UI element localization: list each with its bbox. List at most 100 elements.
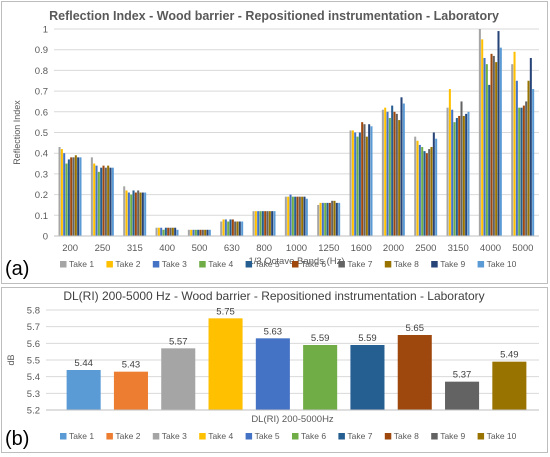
bar bbox=[93, 163, 96, 236]
bar bbox=[495, 62, 498, 237]
bar bbox=[241, 221, 244, 236]
y-tick-label: 0.8 bbox=[35, 66, 48, 77]
legend-swatch bbox=[477, 433, 485, 440]
bar bbox=[134, 192, 137, 236]
bar bbox=[63, 153, 66, 236]
legend-label: Take 9 bbox=[440, 431, 465, 441]
y-tick-label: 0.2 bbox=[35, 190, 48, 201]
legend-swatch bbox=[106, 261, 113, 268]
y-tick-label: 5.5 bbox=[27, 356, 40, 367]
bar bbox=[532, 89, 535, 236]
bar bbox=[176, 229, 179, 236]
bar bbox=[95, 165, 98, 236]
bar bbox=[141, 192, 144, 236]
bar bbox=[511, 64, 514, 236]
legend-swatch bbox=[384, 433, 392, 440]
bar bbox=[271, 211, 274, 236]
data-label: 5.59 bbox=[358, 333, 377, 344]
bar bbox=[167, 227, 170, 236]
bar bbox=[287, 196, 290, 236]
y-tick-label: 0.3 bbox=[35, 169, 48, 180]
bar bbox=[174, 227, 177, 236]
bar bbox=[259, 211, 262, 236]
bar bbox=[303, 345, 338, 410]
bar bbox=[77, 157, 80, 236]
bar bbox=[421, 146, 424, 236]
bar bbox=[432, 132, 435, 236]
bar bbox=[294, 196, 297, 236]
legend-label: Take 5 bbox=[255, 259, 280, 269]
bar bbox=[137, 190, 140, 236]
x-tick-label: 2500 bbox=[415, 243, 436, 254]
bar bbox=[370, 126, 373, 236]
legend-swatch bbox=[106, 433, 113, 440]
panel-label: (a) bbox=[5, 258, 29, 280]
bar bbox=[234, 221, 237, 236]
bar bbox=[169, 227, 172, 236]
bar bbox=[527, 80, 530, 236]
x-tick-label: 1250 bbox=[318, 243, 339, 254]
legend-label: Take 7 bbox=[347, 431, 372, 441]
panel-label: (b) bbox=[5, 428, 29, 450]
bar bbox=[397, 335, 432, 410]
bar bbox=[455, 118, 458, 236]
y-tick-label: 0.9 bbox=[35, 45, 48, 56]
legend-label: Take 2 bbox=[115, 431, 140, 441]
x-tick-label: 5000 bbox=[512, 243, 533, 254]
bar bbox=[161, 348, 196, 410]
bar bbox=[132, 190, 135, 236]
y-tick-label: 0.5 bbox=[35, 128, 48, 139]
bar bbox=[289, 194, 292, 236]
legend-label: Take 5 bbox=[255, 431, 280, 441]
bar bbox=[393, 111, 396, 236]
x-tick-label: 2000 bbox=[383, 243, 404, 254]
bar bbox=[321, 202, 324, 236]
bar bbox=[395, 113, 398, 236]
bar bbox=[418, 144, 421, 236]
bar bbox=[462, 115, 465, 236]
bar bbox=[60, 149, 63, 236]
bar bbox=[386, 111, 389, 236]
bar bbox=[208, 318, 243, 410]
bar bbox=[388, 118, 391, 236]
bar bbox=[515, 80, 518, 236]
bar bbox=[492, 361, 527, 410]
bar bbox=[478, 29, 481, 236]
bar bbox=[435, 138, 438, 236]
bar bbox=[400, 97, 403, 236]
legend-label: Take 4 bbox=[208, 431, 233, 441]
bar bbox=[458, 115, 461, 236]
x-tick-label: 4000 bbox=[480, 243, 501, 254]
legend-swatch bbox=[431, 261, 438, 268]
bar bbox=[467, 111, 470, 236]
x-tick-label: 250 bbox=[95, 243, 111, 254]
bar bbox=[451, 109, 454, 236]
bar bbox=[206, 229, 209, 236]
y-tick-label: 5.2 bbox=[27, 406, 40, 417]
legend-swatch bbox=[60, 261, 67, 268]
legend-label: Take 4 bbox=[208, 259, 233, 269]
bar bbox=[257, 211, 260, 236]
bar bbox=[333, 200, 336, 236]
bar bbox=[384, 107, 387, 236]
data-label: 5.63 bbox=[264, 326, 283, 337]
bar bbox=[328, 202, 331, 236]
bar bbox=[254, 211, 257, 236]
bar bbox=[301, 196, 304, 236]
bar bbox=[465, 113, 468, 236]
y-tick-label: 5.7 bbox=[27, 322, 40, 333]
bar bbox=[522, 105, 525, 236]
x-tick-label: 800 bbox=[256, 243, 272, 254]
bar bbox=[338, 202, 341, 236]
bar bbox=[298, 196, 301, 236]
x-tick-label: 630 bbox=[224, 243, 240, 254]
bar bbox=[264, 211, 267, 236]
bar bbox=[194, 229, 197, 236]
bar bbox=[125, 190, 128, 236]
bar bbox=[488, 84, 491, 236]
bar bbox=[425, 153, 428, 236]
y-tick-label: 5.6 bbox=[27, 339, 40, 350]
bar bbox=[113, 371, 148, 410]
bar bbox=[127, 192, 130, 236]
bar bbox=[398, 120, 401, 236]
